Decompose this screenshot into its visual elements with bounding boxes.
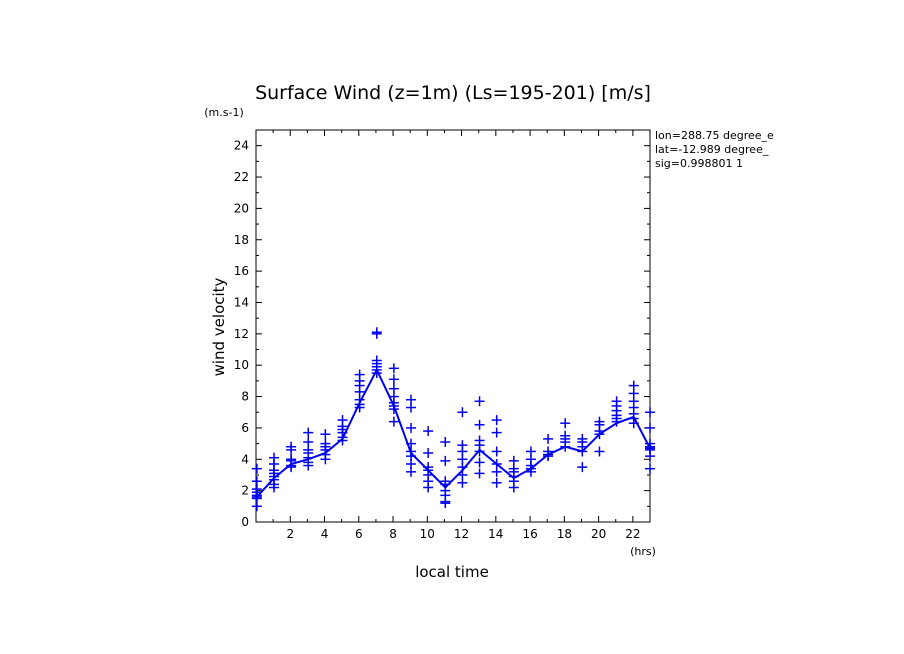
data-point-marker: [508, 482, 519, 493]
data-point-marker: [491, 466, 502, 477]
data-point-marker: [354, 402, 365, 413]
data-point-marker: [543, 451, 554, 462]
y-tick-label: 0: [241, 515, 249, 529]
x-tick-label: 4: [321, 527, 329, 541]
data-point-marker: [645, 407, 655, 418]
x-tick-label: 8: [389, 527, 397, 541]
data-point-marker: [406, 422, 417, 433]
data-point-marker: [645, 463, 655, 474]
series-line-group: [256, 367, 651, 498]
y-tick-label: 20: [234, 201, 249, 215]
data-point-marker: [286, 444, 297, 455]
data-point-marker: [628, 418, 639, 429]
data-point-marker: [474, 468, 485, 479]
data-point-marker: [251, 501, 262, 512]
data-point-marker: [388, 363, 399, 374]
data-point-marker: [320, 454, 331, 465]
info-block: lon=288.75 degree_e lat=-12.989 degree_ …: [655, 129, 774, 170]
y-tick-label: 22: [234, 170, 249, 184]
data-point-marker: [388, 404, 399, 415]
y-tick-label: 16: [234, 264, 249, 278]
x-tick-label: 12: [454, 527, 469, 541]
y-tick-label: 14: [234, 295, 249, 309]
data-point-marker: [406, 402, 417, 413]
data-point-marker: [440, 437, 451, 448]
data-point-marker: [525, 466, 536, 477]
data-point-marker: [337, 435, 348, 446]
series-marker-group: [251, 327, 655, 512]
series-line: [256, 367, 651, 498]
data-point-marker: [491, 427, 502, 438]
data-point-marker: [268, 482, 279, 493]
y-tick-label: 18: [234, 233, 249, 247]
data-point-marker: [594, 446, 605, 457]
x-axis-ticks: 2 4 6 8 10 12 14 16 18 20 22: [272, 130, 641, 541]
data-point-marker: [406, 466, 417, 477]
data-point-marker: [423, 426, 434, 437]
data-point-marker: [440, 455, 451, 466]
y-tick-label: 10: [234, 358, 249, 372]
data-point-marker: [388, 416, 399, 427]
plot-frame: [255, 129, 651, 523]
data-point-marker: [594, 429, 605, 440]
data-point-marker: [286, 462, 297, 473]
data-point-marker: [371, 368, 382, 379]
x-tick-label: 20: [591, 527, 606, 541]
data-point-marker: [577, 446, 588, 457]
x-tick-label: 16: [522, 527, 537, 541]
data-point-marker: [645, 451, 655, 462]
y-tick-label: 4: [241, 452, 249, 466]
data-point-marker: [560, 418, 571, 429]
data-point-marker: [491, 446, 502, 457]
data-point-marker: [474, 396, 485, 407]
data-point-marker: [303, 427, 314, 438]
y-units-label: (m.s-1): [204, 106, 244, 119]
data-point-marker: [303, 460, 314, 471]
data-point-marker: [371, 328, 382, 339]
data-point-marker: [577, 462, 588, 473]
data-point-marker: [611, 416, 622, 427]
info-line-sig: sig=0.998801 1: [655, 157, 743, 170]
data-point-marker: [474, 457, 485, 468]
data-point-marker: [560, 441, 571, 452]
data-point-marker: [423, 448, 434, 459]
x-tick-label: 10: [420, 527, 435, 541]
x-tick-label: 22: [625, 527, 640, 541]
chart-title: Surface Wind (z=1m) (Ls=195-201) [m/s]: [255, 82, 651, 104]
y-tick-label: 24: [234, 139, 249, 153]
y-tick-label: 8: [241, 390, 249, 404]
data-point-marker: [320, 429, 331, 440]
data-point-marker: [388, 374, 399, 385]
x-tick-label: 14: [488, 527, 503, 541]
data-point-marker: [491, 477, 502, 488]
data-point-marker: [423, 482, 434, 493]
x-axis-label: local time: [415, 563, 489, 581]
data-point-marker: [491, 415, 502, 426]
data-point-marker: [457, 477, 468, 488]
x-tick-label: 6: [355, 527, 363, 541]
y-axis-label: wind velocity: [210, 277, 228, 376]
x-tick-label: 18: [557, 527, 572, 541]
plot-border: [255, 129, 651, 523]
data-point-marker: [251, 463, 262, 474]
data-point-marker: [457, 407, 468, 418]
info-line-lat: lat=-12.989 degree_: [655, 143, 769, 156]
x-unit-label: (hrs): [630, 545, 656, 558]
x-tick-label: 2: [286, 527, 294, 541]
data-point-marker: [645, 422, 655, 433]
data-point-marker: [440, 498, 451, 509]
data-point-marker: [474, 419, 485, 430]
data-point-marker: [474, 446, 485, 457]
data-point-marker: [543, 433, 554, 444]
y-tick-label: 2: [241, 484, 249, 498]
y-tick-label: 12: [234, 327, 249, 341]
info-line-lon: lon=288.75 degree_e: [655, 129, 774, 142]
y-tick-label: 6: [241, 421, 249, 435]
